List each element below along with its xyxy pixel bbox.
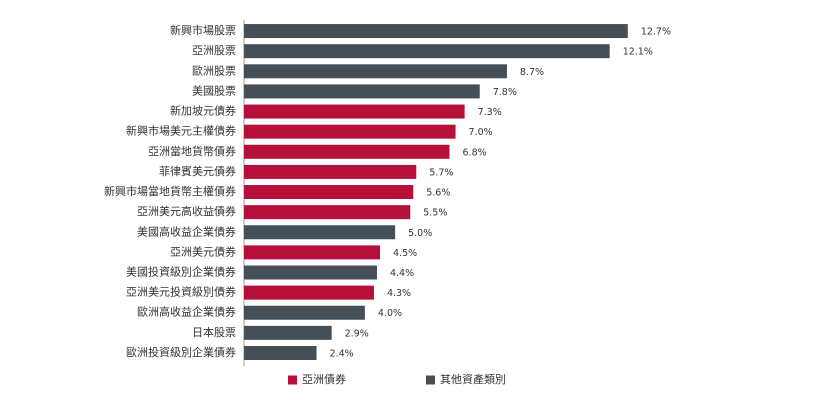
value-label: 7.8% — [493, 87, 517, 98]
value-label: 7.0% — [469, 127, 493, 138]
legend-swatch — [426, 375, 435, 385]
y-tick-label: 亞洲美元高收益債券 — [137, 204, 236, 218]
bar — [244, 285, 374, 300]
bar — [244, 265, 377, 280]
bar — [244, 44, 610, 59]
y-tick-label: 美國股票 — [192, 84, 236, 97]
value-label: 5.5% — [423, 208, 447, 219]
bar — [244, 64, 507, 79]
y-tick-label: 亞洲美元投資級別債券 — [126, 285, 236, 299]
y-tick-label: 美國高收益企業債券 — [137, 224, 236, 238]
legend-label: 亞洲債券 — [302, 372, 346, 386]
y-tick-label: 日本股票 — [192, 325, 236, 339]
value-label: 4.0% — [378, 308, 402, 319]
bar — [244, 84, 480, 99]
value-label: 5.7% — [429, 167, 453, 178]
y-tick-label: 亞洲股票 — [192, 44, 236, 57]
bar — [244, 24, 628, 39]
bar — [244, 124, 456, 139]
bar — [244, 164, 417, 179]
value-label: 7.3% — [478, 107, 502, 118]
y-tick-label: 新興市場當地貨幣主權債券 — [104, 184, 236, 198]
value-label: 5.0% — [408, 228, 432, 239]
bar — [244, 104, 465, 119]
bar — [244, 345, 317, 360]
legend-label: 其他資產類別 — [440, 372, 506, 386]
value-label: 8.7% — [520, 67, 544, 78]
y-tick-label: 亞洲美元債券 — [170, 244, 236, 258]
bar — [244, 305, 365, 320]
y-tick-label: 歐洲投資級別企業債券 — [126, 345, 236, 359]
value-label: 4.5% — [393, 248, 417, 259]
y-tick-label: 歐洲股票 — [192, 63, 236, 77]
bar — [244, 144, 450, 159]
y-tick-label: 菲律賓美元債券 — [159, 164, 236, 178]
value-label: 5.6% — [426, 188, 450, 199]
value-label: 12.1% — [623, 47, 653, 58]
bar — [244, 205, 411, 220]
bar — [244, 325, 332, 340]
bar — [244, 245, 380, 260]
value-label: 2.9% — [345, 328, 369, 339]
y-tick-label: 新興市場股票 — [170, 23, 236, 37]
y-tick-label: 新加坡元債券 — [170, 104, 236, 118]
y-tick-label: 新興市場美元主權債券 — [126, 124, 236, 138]
y-tick-label: 美國投資級別企業債券 — [126, 265, 236, 279]
value-label: 4.3% — [387, 288, 411, 299]
y-tick-label: 亞洲當地貨幣債券 — [148, 144, 236, 158]
bar — [244, 185, 414, 200]
legend-swatch — [288, 375, 297, 385]
value-label: 4.4% — [390, 268, 414, 279]
value-label: 6.8% — [463, 147, 487, 158]
y-tick-label: 歐洲高收益企業債券 — [137, 305, 236, 319]
bar — [244, 225, 396, 240]
value-label: 12.7% — [641, 27, 671, 38]
value-label: 2.4% — [330, 348, 354, 359]
